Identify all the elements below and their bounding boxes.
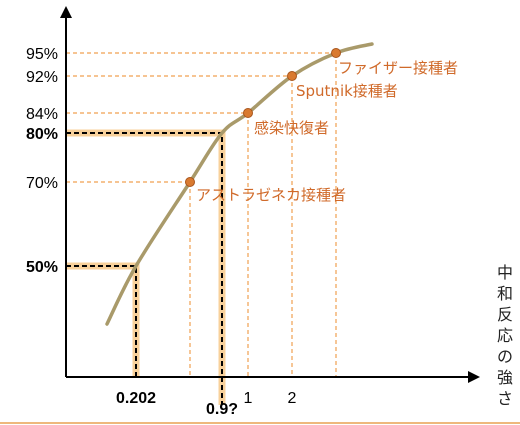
y-axis-title-char-5: 強 [497, 368, 513, 387]
y-axis-title-char-4: の [497, 347, 513, 366]
guide-lines [66, 52, 337, 377]
data-point-2 [287, 71, 297, 81]
point-label-2: Sputnik接種者 [296, 82, 398, 100]
x-tick-label-0: 0.202 [116, 390, 156, 407]
x-tick-label-1: 1 [244, 390, 253, 407]
y-axis-title-char-6: さ [497, 389, 513, 408]
y-tick-label-5: 50% [26, 259, 58, 276]
y-tick-label-4: 70% [26, 175, 58, 192]
point-label-1: 感染快復者 [254, 119, 329, 137]
point-label-0: アストラゼネカ接種者 [196, 186, 346, 204]
point-labels: アストラゼネカ接種者 感染快復者 Sputnik接種者 ファイザー接種者 [196, 59, 458, 204]
axes [60, 6, 480, 383]
data-point-3 [331, 48, 341, 58]
highlight-lines [66, 129, 226, 405]
x-axis-arrow [468, 371, 480, 383]
data-points [185, 48, 341, 187]
y-axis-arrow [60, 6, 72, 18]
x-tick-label-3: 0.9? [206, 401, 238, 418]
efficacy-curve [105, 42, 374, 326]
y-tick-label-2: 84% [26, 106, 58, 123]
data-point-1 [243, 108, 253, 118]
data-point-0 [185, 177, 195, 187]
y-axis-title-char-0: 中 [497, 263, 513, 282]
y-tick-label-3: 80% [26, 126, 58, 143]
y-axis-title-char-1: 和 [497, 284, 513, 303]
highlight-dash-0 [66, 265, 137, 377]
y-tick-labels: 95% 92% 84% 80% 70% 50% [26, 46, 58, 276]
y-axis-title-char-3: 応 [497, 326, 513, 345]
y-axis-title-char-2: 反 [497, 305, 513, 324]
x-tick-labels: 0.202 1 2 0.9? [116, 390, 297, 418]
y-tick-label-1: 92% [26, 69, 58, 86]
y-tick-label-0: 95% [26, 46, 58, 63]
x-tick-label-2: 2 [288, 390, 297, 407]
point-label-3: ファイザー接種者 [338, 59, 458, 77]
